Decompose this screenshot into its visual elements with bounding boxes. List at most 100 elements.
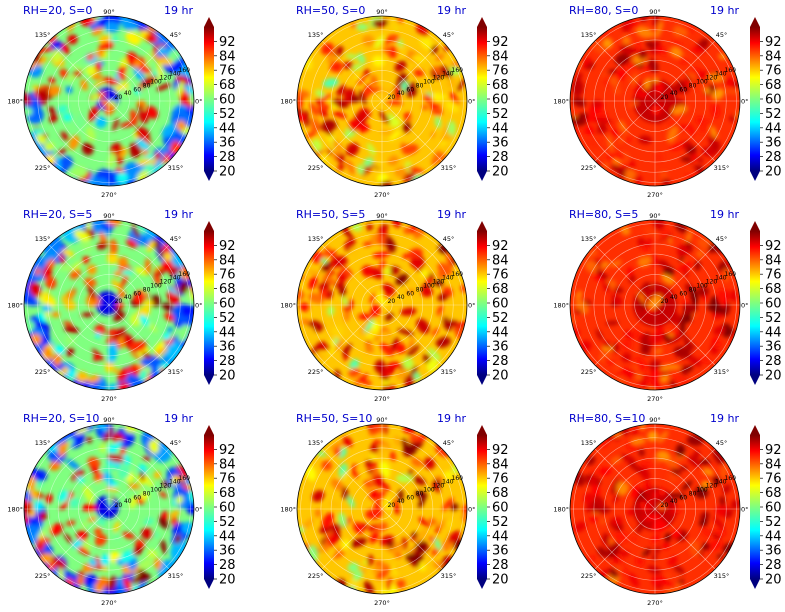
field-patch: [663, 333, 671, 344]
field-patch: [336, 84, 346, 97]
field-patch: [113, 311, 126, 322]
field-patch: [166, 343, 185, 362]
angle-tick-label: 0°: [195, 302, 202, 310]
colorbar-extend-max: [477, 17, 487, 27]
field-patch: [369, 444, 380, 454]
panel-time-label: 19 hr: [710, 412, 739, 425]
angular-gridline: [48, 448, 110, 510]
angular-gridline: [654, 508, 716, 570]
field-patch: [697, 157, 704, 164]
field-patch: [87, 284, 96, 300]
field-patch: [342, 436, 353, 448]
colorbar-tick-label: 20: [492, 573, 509, 588]
field-patch: [136, 169, 148, 182]
field-patch: [327, 533, 339, 546]
colorbar-tick-label: 84: [765, 457, 782, 472]
field-patch: [100, 553, 110, 567]
field-patch: [682, 304, 698, 315]
colorbar-tick-label: 36: [219, 136, 236, 151]
field-patch: [611, 478, 620, 495]
field-patch: [82, 503, 97, 513]
field-patch: [434, 116, 441, 129]
field-patch: [664, 363, 681, 370]
angle-tick-label: 315°: [168, 572, 184, 580]
field-patch: [170, 541, 193, 564]
field-patch: [325, 271, 336, 277]
radial-tick-label: 60: [406, 86, 414, 93]
field-patch: [109, 481, 119, 488]
field-patch: [701, 526, 712, 538]
colorbar-tick-label: 52: [492, 107, 509, 122]
field-patch: [644, 481, 653, 490]
field-patch: [661, 274, 675, 285]
colorbar-gradient: [204, 27, 214, 171]
field-patch: [640, 332, 651, 345]
field-patch: [86, 126, 96, 142]
field-patch: [366, 554, 374, 567]
colorbar-tick-label: 76: [219, 268, 236, 283]
field-patch: [658, 228, 671, 238]
field-patch: [651, 554, 658, 561]
field-patch: [141, 352, 152, 359]
field-patch: [633, 175, 643, 185]
field-patch: [60, 131, 69, 141]
panel-title: RH=20, S=0: [23, 4, 92, 17]
angle-tick-label: 315°: [168, 164, 184, 172]
field-patch: [30, 333, 42, 345]
field-patch: [153, 557, 162, 570]
field-patch: [659, 170, 669, 180]
colorbar-tick-label: 44: [219, 325, 236, 340]
field-patch: [439, 65, 453, 79]
colorbar-tick-label: 92: [219, 443, 236, 458]
field-patch: [80, 240, 93, 252]
field-patch: [147, 549, 157, 558]
field-patch: [681, 364, 688, 376]
field-patch: [410, 366, 418, 377]
field-patch: [363, 157, 374, 167]
colorbar-tick-label: 20: [219, 573, 236, 588]
field-patch: [130, 351, 142, 360]
field-patch: [605, 320, 619, 326]
angular-gridline: [654, 100, 716, 162]
radial-tick-label: 80: [689, 82, 697, 89]
field-patch: [67, 34, 78, 45]
field-patch: [95, 116, 107, 129]
field-patch: [93, 80, 107, 87]
field-patch: [426, 358, 439, 372]
field-patch: [725, 89, 740, 95]
angle-tick-label: 225°: [35, 572, 51, 580]
field-patch: [77, 571, 86, 577]
angular-gridline: [108, 304, 170, 366]
colorbar-tick-label: 60: [765, 297, 782, 312]
field-patch: [348, 118, 360, 132]
field-patch: [631, 328, 640, 340]
field-patch: [357, 52, 366, 65]
field-patch: [420, 268, 429, 279]
angle-tick-label: 225°: [35, 164, 51, 172]
colorbar-tick-label: 36: [219, 544, 236, 559]
colorbar-extend-max: [204, 221, 214, 231]
colorbar-extend-min: [750, 375, 760, 385]
colorbar-extend-max: [477, 221, 487, 231]
field-patch: [602, 38, 613, 49]
field-patch: [434, 279, 444, 287]
colorbar-tick-label: 60: [492, 93, 509, 108]
field-patch: [403, 112, 411, 120]
angle-tick-label: 180°: [553, 98, 569, 106]
field-patch: [345, 54, 360, 60]
field-patch: [170, 516, 178, 526]
field-patch: [92, 353, 102, 362]
colorbar-tick-label: 60: [219, 501, 236, 516]
field-patch: [148, 439, 160, 454]
polar-panel: RH=50, S=0 19 hr204060801001201401600°45°…: [280, 4, 508, 199]
colorbar-tick-label: 68: [765, 78, 782, 93]
radial-tick-label: 140: [169, 71, 181, 78]
field-patch: [167, 286, 178, 295]
field-patch: [117, 290, 126, 299]
field-patch: [133, 87, 142, 96]
field-patch: [652, 16, 660, 27]
field-patch: [362, 83, 372, 99]
field-patch: [36, 56, 48, 66]
field-patch: [175, 495, 184, 505]
